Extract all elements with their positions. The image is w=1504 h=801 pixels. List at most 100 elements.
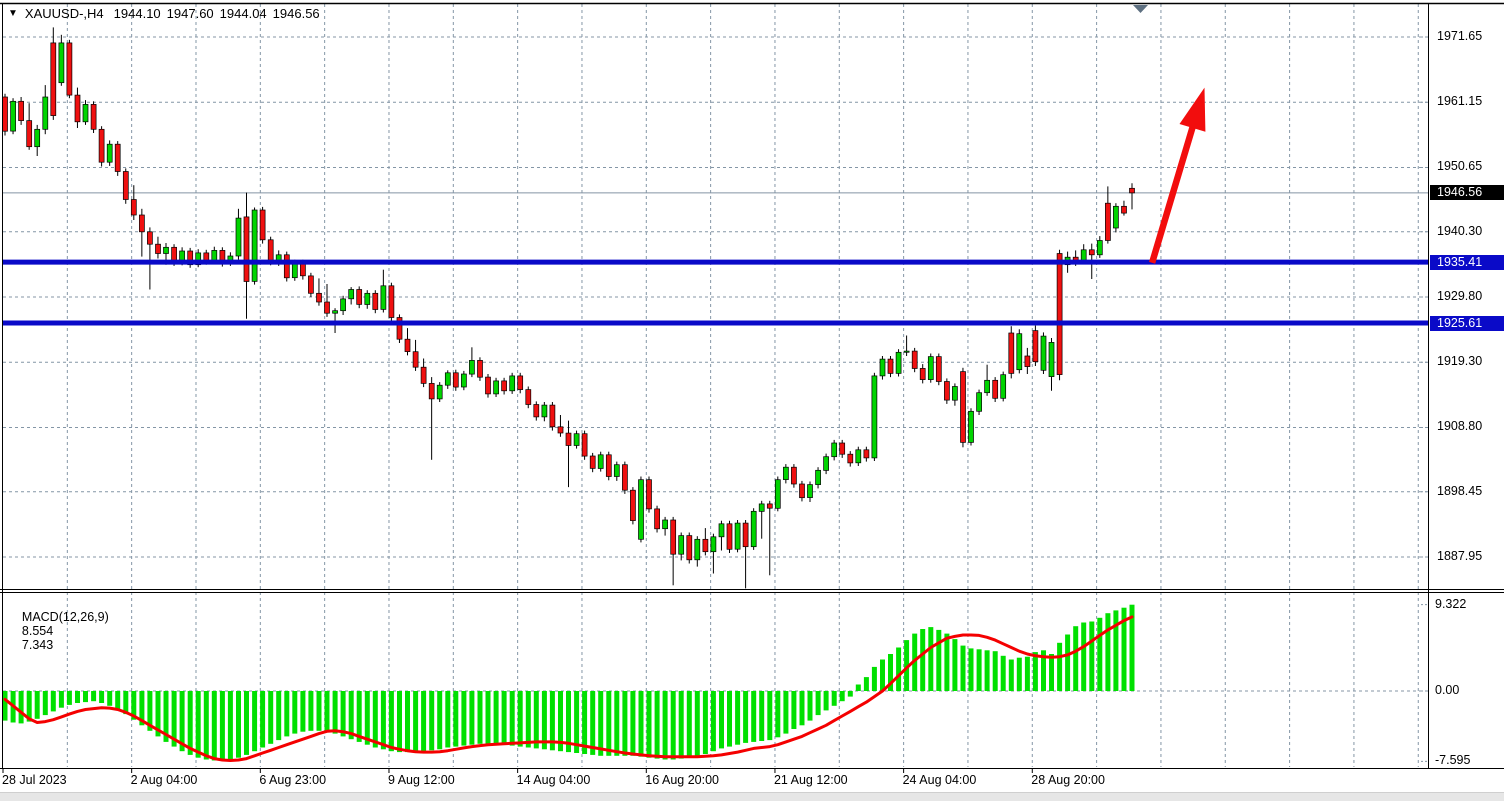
- bull-candle: [927, 356, 934, 380]
- macd-name: MACD(12,26,9): [21, 610, 109, 624]
- macd-histogram-bar: [871, 666, 877, 691]
- macd-histogram-bar: [598, 691, 604, 756]
- macd-histogram-bar: [541, 691, 547, 750]
- bull-candle: [509, 375, 516, 392]
- macd-histogram-bar: [58, 691, 64, 708]
- bear-candle: [557, 426, 564, 434]
- bull-candle: [380, 285, 387, 310]
- bear-candle: [243, 216, 250, 282]
- bear-candle: [565, 432, 572, 446]
- macd-histogram-bar: [1081, 622, 1087, 691]
- bull-candle: [984, 379, 990, 394]
- macd-histogram-bar: [823, 691, 829, 711]
- bear-candle: [944, 381, 950, 401]
- macd-histogram-bar: [91, 691, 97, 702]
- macd-histogram-bar: [260, 691, 266, 748]
- macd-histogram-bar: [203, 691, 209, 760]
- bull-candle: [855, 449, 862, 464]
- macd-signal-value: 7.343: [21, 638, 54, 652]
- down-triangle-icon[interactable]: ▼: [8, 8, 18, 19]
- macd-histogram-bar: [960, 645, 966, 691]
- macd-histogram-bar: [1113, 610, 1119, 691]
- bear-candle: [477, 360, 483, 378]
- bear-candle: [114, 143, 121, 172]
- chart-title: ▼ XAUUSD-,H4 1944.10 1947.60 1944.04 194…: [8, 6, 320, 21]
- macd-histogram-bar: [566, 691, 571, 753]
- macd-histogram-bar: [364, 691, 370, 745]
- macd-histogram-bar: [501, 691, 507, 745]
- bull-candle: [1016, 333, 1023, 371]
- macd-histogram-bar: [670, 691, 676, 760]
- current-price-box: 1946.56: [1430, 185, 1504, 200]
- macd-histogram-bar: [356, 691, 362, 742]
- macd-histogram-bar: [332, 691, 338, 734]
- macd-histogram-bar: [936, 629, 942, 691]
- macd-histogram-bar: [920, 629, 926, 691]
- macd-histogram-bar: [155, 691, 161, 737]
- macd-histogram-bar: [719, 691, 724, 749]
- bull-candle: [613, 464, 620, 477]
- bull-candle: [34, 128, 41, 148]
- macd-histogram-bar: [694, 691, 700, 756]
- macd-histogram-bar: [815, 691, 821, 716]
- bull-candle: [235, 217, 242, 257]
- macd-histogram-bar: [622, 691, 628, 756]
- macd-histogram-bar: [1008, 659, 1014, 691]
- trend-arrow-shaft[interactable]: [1148, 121, 1198, 264]
- macd-histogram-bar: [928, 627, 934, 691]
- bull-candle: [895, 351, 902, 374]
- macd-histogram-bar: [791, 691, 797, 729]
- bull-candle: [163, 246, 169, 254]
- bear-candle: [1032, 330, 1039, 363]
- macd-histogram-bar: [574, 691, 580, 753]
- bull-candle: [251, 209, 258, 282]
- bull-candle: [758, 503, 765, 512]
- macd-histogram-bar: [638, 691, 644, 757]
- macd-histogram-bar: [1097, 617, 1103, 691]
- bear-candle: [372, 292, 379, 310]
- bear-candle: [356, 289, 363, 305]
- macd-histogram-bar: [783, 691, 789, 734]
- bull-candle: [541, 404, 548, 418]
- bull-candle: [10, 100, 16, 132]
- bear-candle: [90, 104, 97, 130]
- macd-histogram-bar: [316, 691, 322, 731]
- macd-histogram-bar: [976, 649, 982, 691]
- bear-candle: [1129, 187, 1135, 194]
- bull-candle: [662, 519, 668, 530]
- macd-histogram-bar: [324, 691, 330, 732]
- bull-candle: [1113, 205, 1119, 229]
- macd-histogram-bar: [880, 659, 885, 691]
- macd-histogram-bar: [429, 691, 435, 751]
- macd-histogram-bar: [1105, 613, 1111, 691]
- macd-histogram-bar: [300, 691, 306, 732]
- bear-candle: [670, 519, 677, 555]
- trend-arrow-head[interactable]: [1179, 87, 1206, 132]
- bear-candle: [1105, 202, 1111, 241]
- macd-histogram-bar: [397, 691, 402, 753]
- macd-histogram-bar: [388, 691, 394, 752]
- bull-candle: [58, 42, 65, 84]
- bear-candle: [622, 464, 628, 491]
- macd-histogram-bar: [1121, 607, 1127, 691]
- macd-histogram-bar: [195, 691, 201, 758]
- macd-histogram-bar: [751, 691, 757, 742]
- bear-candle: [300, 262, 306, 277]
- macd-histogram-bar: [42, 691, 48, 716]
- bear-candle: [2, 96, 8, 132]
- macd-histogram-bar: [50, 691, 56, 712]
- macd-histogram-bar: [2, 691, 8, 721]
- candlestick-series: [2, 27, 1135, 589]
- bear-candle: [452, 372, 459, 388]
- bull-candle: [976, 392, 982, 412]
- chart-shift-triangle-icon[interactable]: [1133, 5, 1148, 13]
- quote-high: 1947.60: [166, 6, 214, 21]
- bear-candle: [919, 368, 926, 380]
- bear-candle: [396, 317, 403, 340]
- macd-histogram-bar: [75, 691, 80, 703]
- bear-candle: [308, 275, 314, 294]
- bull-candle: [774, 479, 781, 509]
- bull-candle: [461, 373, 467, 388]
